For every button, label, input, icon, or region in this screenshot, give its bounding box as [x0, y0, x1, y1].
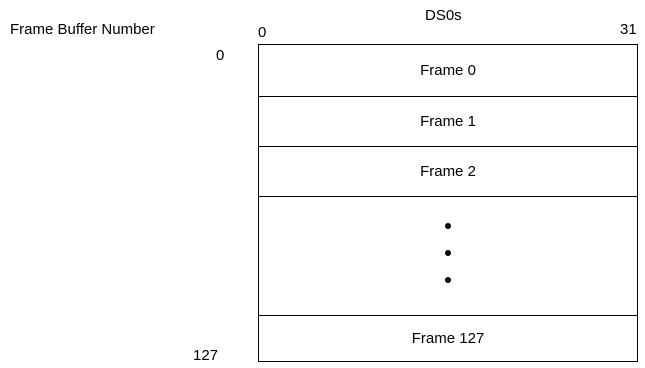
ellipsis-row: [259, 197, 637, 316]
frame-0-label: Frame 0: [420, 62, 476, 79]
ellipsis-dot: [445, 223, 451, 229]
frame-row-127: Frame 127: [259, 316, 637, 361]
frame-1-label: Frame 1: [420, 113, 476, 130]
row-start-label: 0: [216, 47, 225, 64]
frame-row-2: Frame 2: [259, 147, 637, 197]
ellipsis-dot: [445, 277, 451, 283]
ds0s-label: DS0s: [425, 7, 462, 24]
frame-2-label: Frame 2: [420, 163, 476, 180]
column-start-label: 0: [258, 24, 267, 41]
column-end-label: 31: [620, 21, 637, 38]
frame-row-1: Frame 1: [259, 97, 637, 147]
frame-buffer-number-label: Frame Buffer Number: [10, 21, 155, 38]
frame-127-label: Frame 127: [411, 330, 485, 347]
frame-buffer-table: Frame 0 Frame 1 Frame 2 Frame 127: [258, 44, 638, 362]
ellipsis-dot: [445, 250, 451, 256]
frame-row-0: Frame 0: [259, 45, 637, 97]
row-end-label: 127: [193, 347, 219, 364]
